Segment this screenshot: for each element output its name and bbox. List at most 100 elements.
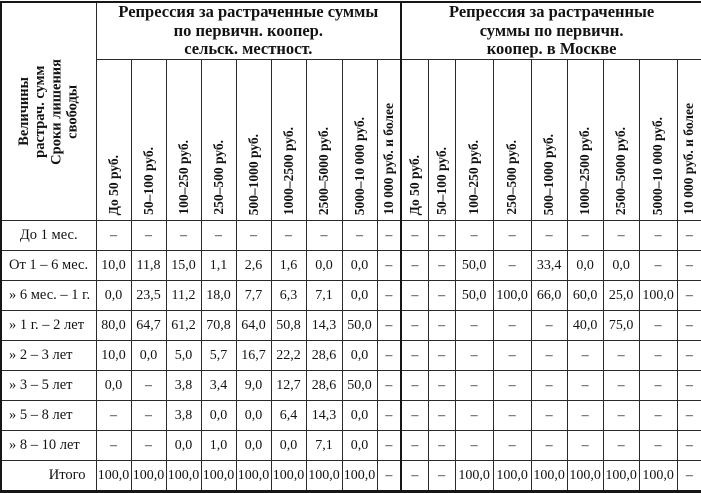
column-header: 100–250 руб. — [454, 59, 494, 221]
cell: – — [95, 430, 132, 461]
table-row: » 5 – 8 лет – –3,8 0,0 0,0 6,4 14,3 0,0– – – – – –… — [0, 400, 701, 431]
cell: 0,0 — [95, 280, 132, 311]
cell: – — [400, 430, 429, 461]
cell: – — [427, 340, 456, 371]
cell: – — [676, 250, 701, 281]
cell: 80,0 — [95, 310, 132, 341]
cell: 3,8 — [165, 370, 202, 401]
cell: – — [602, 220, 640, 251]
cell: – — [492, 370, 532, 401]
column-header: 250–500 руб. — [492, 59, 532, 221]
group-header-row: Величины растрач. сумм Сроки лишения сво… — [0, 1, 701, 221]
cell: 25,0 — [602, 280, 640, 311]
cell: 0,0 — [235, 400, 272, 431]
cell: 100,0 — [492, 280, 532, 311]
cell: 100,0 — [305, 460, 343, 492]
cell: – — [454, 430, 494, 461]
cell: 100,0 — [492, 460, 532, 492]
cell: 0,0 — [602, 250, 640, 281]
cell: – — [400, 340, 429, 371]
cell: – — [130, 370, 167, 401]
cell: 7,1 — [305, 430, 343, 461]
cell: 100,0 — [95, 460, 132, 492]
cell: 100,0 — [130, 460, 167, 492]
cell: 0,0 — [341, 400, 378, 431]
cell: – — [530, 400, 568, 431]
cell: – — [376, 460, 402, 492]
cell: 50,8 — [270, 310, 307, 341]
cell: 0,0 — [341, 280, 378, 311]
cell: – — [566, 430, 604, 461]
cell: – — [376, 220, 402, 251]
cell: 60,0 — [566, 280, 604, 311]
cell: 0,0 — [305, 250, 343, 281]
cell: 64,7 — [130, 310, 167, 341]
cell: 6,4 — [270, 400, 307, 431]
cell: 100,0 — [602, 460, 640, 492]
cell: – — [492, 220, 532, 251]
cell: 22,2 — [270, 340, 307, 371]
cell: – — [400, 370, 429, 401]
cell: – — [427, 460, 456, 492]
row-label: » 3 – 5 лет — [0, 370, 97, 401]
cell: – — [400, 400, 429, 431]
row-label: От 1 – 6 мес. — [0, 250, 97, 281]
cell: 9,0 — [235, 370, 272, 401]
cell: – — [566, 340, 604, 371]
cell: 100,0 — [566, 460, 604, 492]
table-row: » 1 г. – 2 лет 80,0 64,7 61,2 70,8 64,0 50,8 1… — [0, 310, 701, 341]
cell: 3,8 — [165, 400, 202, 431]
cell: 0,0 — [270, 430, 307, 461]
cell: – — [638, 340, 678, 371]
cell: 12,7 — [270, 370, 307, 401]
cell: – — [427, 310, 456, 341]
corner-header-text: Величины растрач. сумм Сроки лишения сво… — [16, 58, 81, 165]
column-header: 500–1000 руб. — [235, 59, 272, 221]
cell: – — [492, 340, 532, 371]
cell: – — [400, 280, 429, 311]
cell: – — [270, 220, 307, 251]
cell: – — [676, 370, 701, 401]
cell: – — [305, 220, 343, 251]
column-header: 50–100 руб. — [130, 59, 167, 221]
table-row: » 6 мес. – 1 г. 0,0 23,5 11,2 18,0 7,7 6,3 7,1… — [0, 280, 701, 311]
cell: – — [530, 370, 568, 401]
cell: – — [602, 400, 640, 431]
cell: 100,0 — [270, 460, 307, 492]
column-header: 100–250 руб. — [165, 59, 202, 221]
cell: – — [676, 340, 701, 371]
cell: – — [376, 430, 402, 461]
cell: 1,6 — [270, 250, 307, 281]
table-row: » 8 – 10 лет – –0,0 1,0 0,0 0,0 7,1 0,0– – – – – –… — [0, 430, 701, 461]
cell: 0,0 — [341, 430, 378, 461]
cell: 64,0 — [235, 310, 272, 341]
cell: 70,8 — [200, 310, 237, 341]
cell: 0,0 — [130, 340, 167, 371]
cell: – — [530, 430, 568, 461]
table-row: До 1 мес. – – – – – – – – – – – – – – – – – – — [0, 220, 701, 251]
cell: 0,0 — [566, 250, 604, 281]
cell: 6,3 — [270, 280, 307, 311]
cell: 75,0 — [602, 310, 640, 341]
cell: – — [95, 400, 132, 431]
cell: – — [638, 430, 678, 461]
table-row: » 2 – 3 лет 10,0 0,0 5,0 5,7 16,7 22,2 28,6 0,0… — [0, 340, 701, 371]
cell: – — [530, 340, 568, 371]
cell: 28,6 — [305, 370, 343, 401]
cell: – — [400, 310, 429, 341]
cell: 50,0 — [454, 280, 494, 311]
column-header: 5000–10 000 руб. — [638, 59, 678, 221]
cell: 7,1 — [305, 280, 343, 311]
cell: – — [427, 250, 456, 281]
cell: – — [95, 220, 132, 251]
cell: – — [492, 250, 532, 281]
cell: 2,6 — [235, 250, 272, 281]
cell: 100,0 — [165, 460, 202, 492]
cell: – — [676, 460, 701, 492]
cell: – — [427, 370, 456, 401]
column-header: 10 000 руб. и более — [376, 59, 402, 221]
cell: – — [638, 370, 678, 401]
cell: – — [165, 220, 202, 251]
group-header-moscow: Репрессия за растраченные суммы по перви… — [400, 1, 701, 60]
